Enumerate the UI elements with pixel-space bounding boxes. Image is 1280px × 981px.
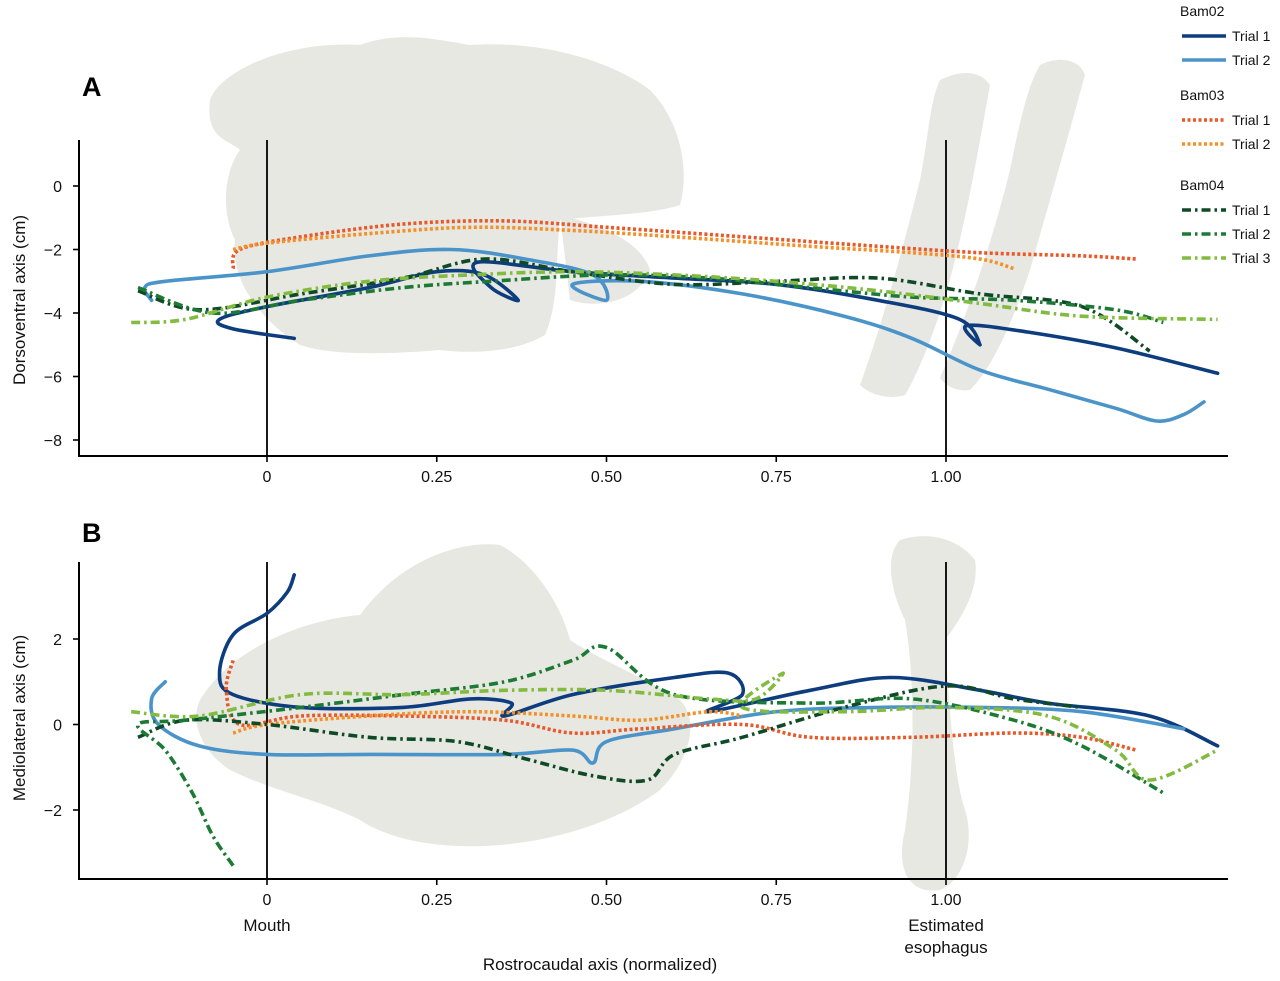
panel-a-y-tick-label: 0 — [53, 179, 62, 196]
mouth-label: Mouth — [243, 916, 290, 935]
panel-b-axes: 0 0.25 0.50 0.75 1.00 2 0 −2 — [44, 562, 1228, 909]
panel-b-label: B — [82, 518, 102, 548]
panel-b-y-tick-label: −2 — [44, 803, 62, 820]
panel-a-x-tick-label: 0.25 — [421, 469, 452, 486]
panel-b-x-tick-label: 0.25 — [421, 892, 452, 909]
legend-group-title: Bam02 — [1180, 3, 1225, 19]
panel-b-x-tick-label: 0.75 — [761, 892, 792, 909]
panel-b-y-tick-label: 2 — [53, 632, 62, 649]
legend-entry-label: Trial 3 — [1232, 250, 1271, 266]
legend-entry-label: Trial 2 — [1232, 226, 1271, 242]
legend-group-title: Bam03 — [1180, 87, 1225, 103]
panel-a-x-tick-label: 1.00 — [930, 469, 961, 486]
panel-b-series-bam04-trial-3 — [131, 671, 1219, 782]
x-axis-label: Rostrocaudal axis (normalized) — [483, 955, 717, 974]
legend-entry-label: Trial 2 — [1232, 136, 1271, 152]
panel-b-series-bam02-trial-1 — [217, 573, 1220, 748]
panel-a-y-tick-label: −4 — [44, 306, 62, 323]
panel-b-series-bam04-trial-1 — [137, 684, 1083, 784]
esophagus-label: Estimated esophagus — [904, 916, 987, 957]
legend-entry-label: Trial 1 — [1232, 112, 1271, 128]
legend-entry-label: Trial 1 — [1232, 28, 1271, 44]
legend: Bam02 Trial 1 Trial 2 Bam03 Trial 1 Trial 2 Ba… — [1180, 3, 1271, 266]
panel-a-y-tick-label: −2 — [44, 243, 62, 260]
panel-a-series-bam02-trial-2 — [142, 247, 1206, 423]
panel-a-y-axis-label: Dorsoventral axis (cm) — [10, 215, 29, 385]
panel-a-label: A — [82, 72, 102, 102]
panel-b-y-tick-label: 0 — [53, 718, 62, 735]
panel-b-y-axis-label: Mediolateral axis (cm) — [10, 635, 29, 801]
panel-a-x-tick-label: 0 — [263, 469, 272, 486]
panel-b-series-bam04-trial-2 — [136, 644, 1165, 867]
panel-a-axes: 0 0.25 0.50 0.75 1.00 0 −2 −4 −6 −8 — [44, 140, 1228, 486]
legend-entry-label: Trial 2 — [1232, 52, 1271, 68]
panel-b-series-bam03-trial-1 — [224, 659, 1137, 752]
panel-a-series-bam04-trial-3 — [131, 269, 1218, 325]
panel-b-x-tick-label: 0 — [263, 892, 272, 909]
panel-b-x-tick-label: 1.00 — [930, 892, 961, 909]
legend-group-title: Bam04 — [1180, 177, 1225, 193]
panel-a-x-tick-label: 0.75 — [761, 469, 792, 486]
panel-a-y-tick-label: −6 — [44, 370, 62, 387]
panel-a-series-bam03-trial-1 — [230, 218, 1137, 270]
panel-a-x-tick-label: 0.50 — [591, 469, 622, 486]
panel-b-x-tick-label: 0.50 — [591, 892, 622, 909]
skull-model-dorsal-image — [196, 536, 976, 891]
panel-a-series-bam04-trial-2 — [137, 273, 1164, 325]
skull-model-lateral-image — [209, 37, 1085, 397]
panel-a-series-bam04-trial-1 — [137, 257, 1151, 353]
panel-a-y-tick-label: −8 — [44, 433, 62, 450]
panel-a-series-bam03-trial-2 — [232, 225, 1015, 271]
legend-entry-label: Trial 1 — [1232, 202, 1271, 218]
